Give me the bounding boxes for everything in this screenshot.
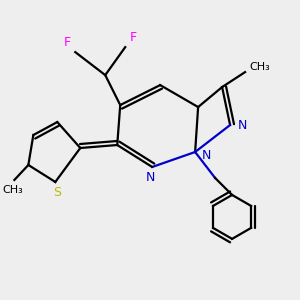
Text: N: N bbox=[238, 118, 248, 131]
Text: F: F bbox=[64, 36, 71, 49]
Text: CH₃: CH₃ bbox=[2, 185, 23, 195]
Text: N: N bbox=[202, 149, 212, 163]
Text: S: S bbox=[53, 186, 61, 200]
Text: CH₃: CH₃ bbox=[250, 62, 270, 72]
Text: N: N bbox=[146, 172, 155, 184]
Text: F: F bbox=[130, 31, 137, 44]
